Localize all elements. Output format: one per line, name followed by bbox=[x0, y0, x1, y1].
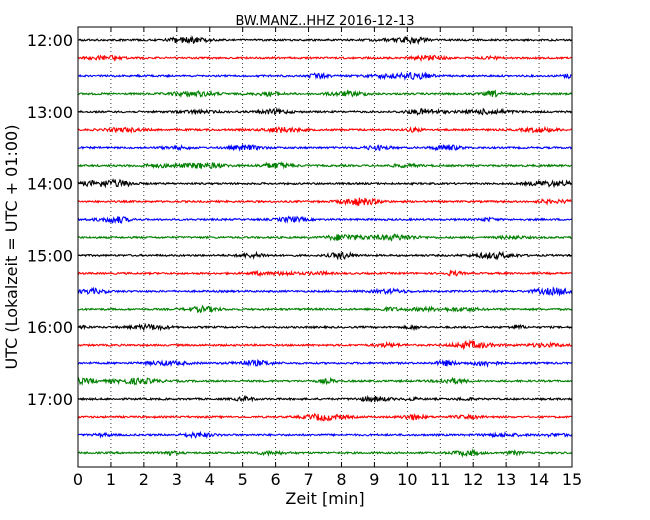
y-tick-label: 12:00 bbox=[27, 31, 73, 50]
y-axis-label: UTC (Lokalzeit = UTC + 01:00) bbox=[2, 125, 21, 370]
trace-17:45 bbox=[77, 448, 572, 458]
trace-14:15 bbox=[77, 197, 572, 207]
y-tick-label: 15:00 bbox=[27, 246, 73, 265]
x-tick-label: 12 bbox=[463, 470, 483, 489]
trace-17:30 bbox=[77, 430, 572, 440]
trace-12:30 bbox=[77, 71, 572, 81]
tick-layer: 0 1 2 3 4 5 6 7 8 9 10 11 12 13 14 1512:0013:0014:0015:… bbox=[27, 27, 582, 489]
x-tick-label: 5 bbox=[238, 470, 248, 489]
trace-13:00 bbox=[77, 106, 572, 117]
trace-12:45 bbox=[77, 89, 572, 99]
trace-12:00 bbox=[77, 34, 572, 46]
x-tick-label: 14 bbox=[529, 470, 549, 489]
x-tick-label: 1 bbox=[106, 470, 116, 489]
trace-14:45 bbox=[77, 233, 572, 242]
trace-16:15 bbox=[77, 339, 572, 351]
x-tick-label: 15 bbox=[562, 470, 582, 489]
trace-17:00 bbox=[77, 394, 572, 403]
x-tick-label: 7 bbox=[303, 470, 313, 489]
trace-16:00 bbox=[77, 322, 572, 332]
trace-13:15 bbox=[77, 125, 572, 134]
y-tick-label: 16:00 bbox=[27, 318, 73, 337]
x-tick-label: 10 bbox=[397, 470, 417, 489]
y-tick-label: 17:00 bbox=[27, 390, 73, 409]
plot-frame bbox=[77, 26, 573, 468]
x-tick-label: 3 bbox=[172, 470, 182, 489]
trace-16:45 bbox=[77, 376, 572, 386]
x-tick-label: 9 bbox=[369, 470, 379, 489]
x-tick-label: 8 bbox=[336, 470, 346, 489]
trace-15:30 bbox=[77, 286, 573, 297]
x-tick-label: 6 bbox=[271, 470, 281, 489]
trace-13:45 bbox=[77, 161, 572, 170]
trace-16:30 bbox=[77, 358, 572, 368]
trace-14:00 bbox=[77, 178, 572, 189]
x-tick-label: 11 bbox=[430, 470, 450, 489]
trace-15:45 bbox=[77, 304, 572, 314]
trace-15:15 bbox=[77, 269, 572, 278]
y-tick-label: 13:00 bbox=[27, 103, 73, 122]
x-axis-label: Zeit [min] bbox=[285, 489, 364, 508]
trace-15:00 bbox=[77, 250, 572, 261]
y-tick-label: 14:00 bbox=[27, 175, 73, 194]
trace-17:15 bbox=[77, 412, 572, 422]
trace-layer bbox=[77, 34, 573, 458]
trace-14:30 bbox=[77, 215, 572, 225]
trace-13:30 bbox=[77, 143, 572, 152]
chart-title: BW.MANZ..HHZ 2016-12-13 bbox=[235, 14, 414, 29]
x-tick-label: 4 bbox=[205, 470, 215, 489]
x-tick-label: 2 bbox=[139, 470, 149, 489]
x-tick-label: 13 bbox=[496, 470, 516, 489]
grid-layer bbox=[110, 27, 540, 467]
x-tick-label: 0 bbox=[73, 470, 83, 489]
trace-12:15 bbox=[77, 54, 572, 63]
